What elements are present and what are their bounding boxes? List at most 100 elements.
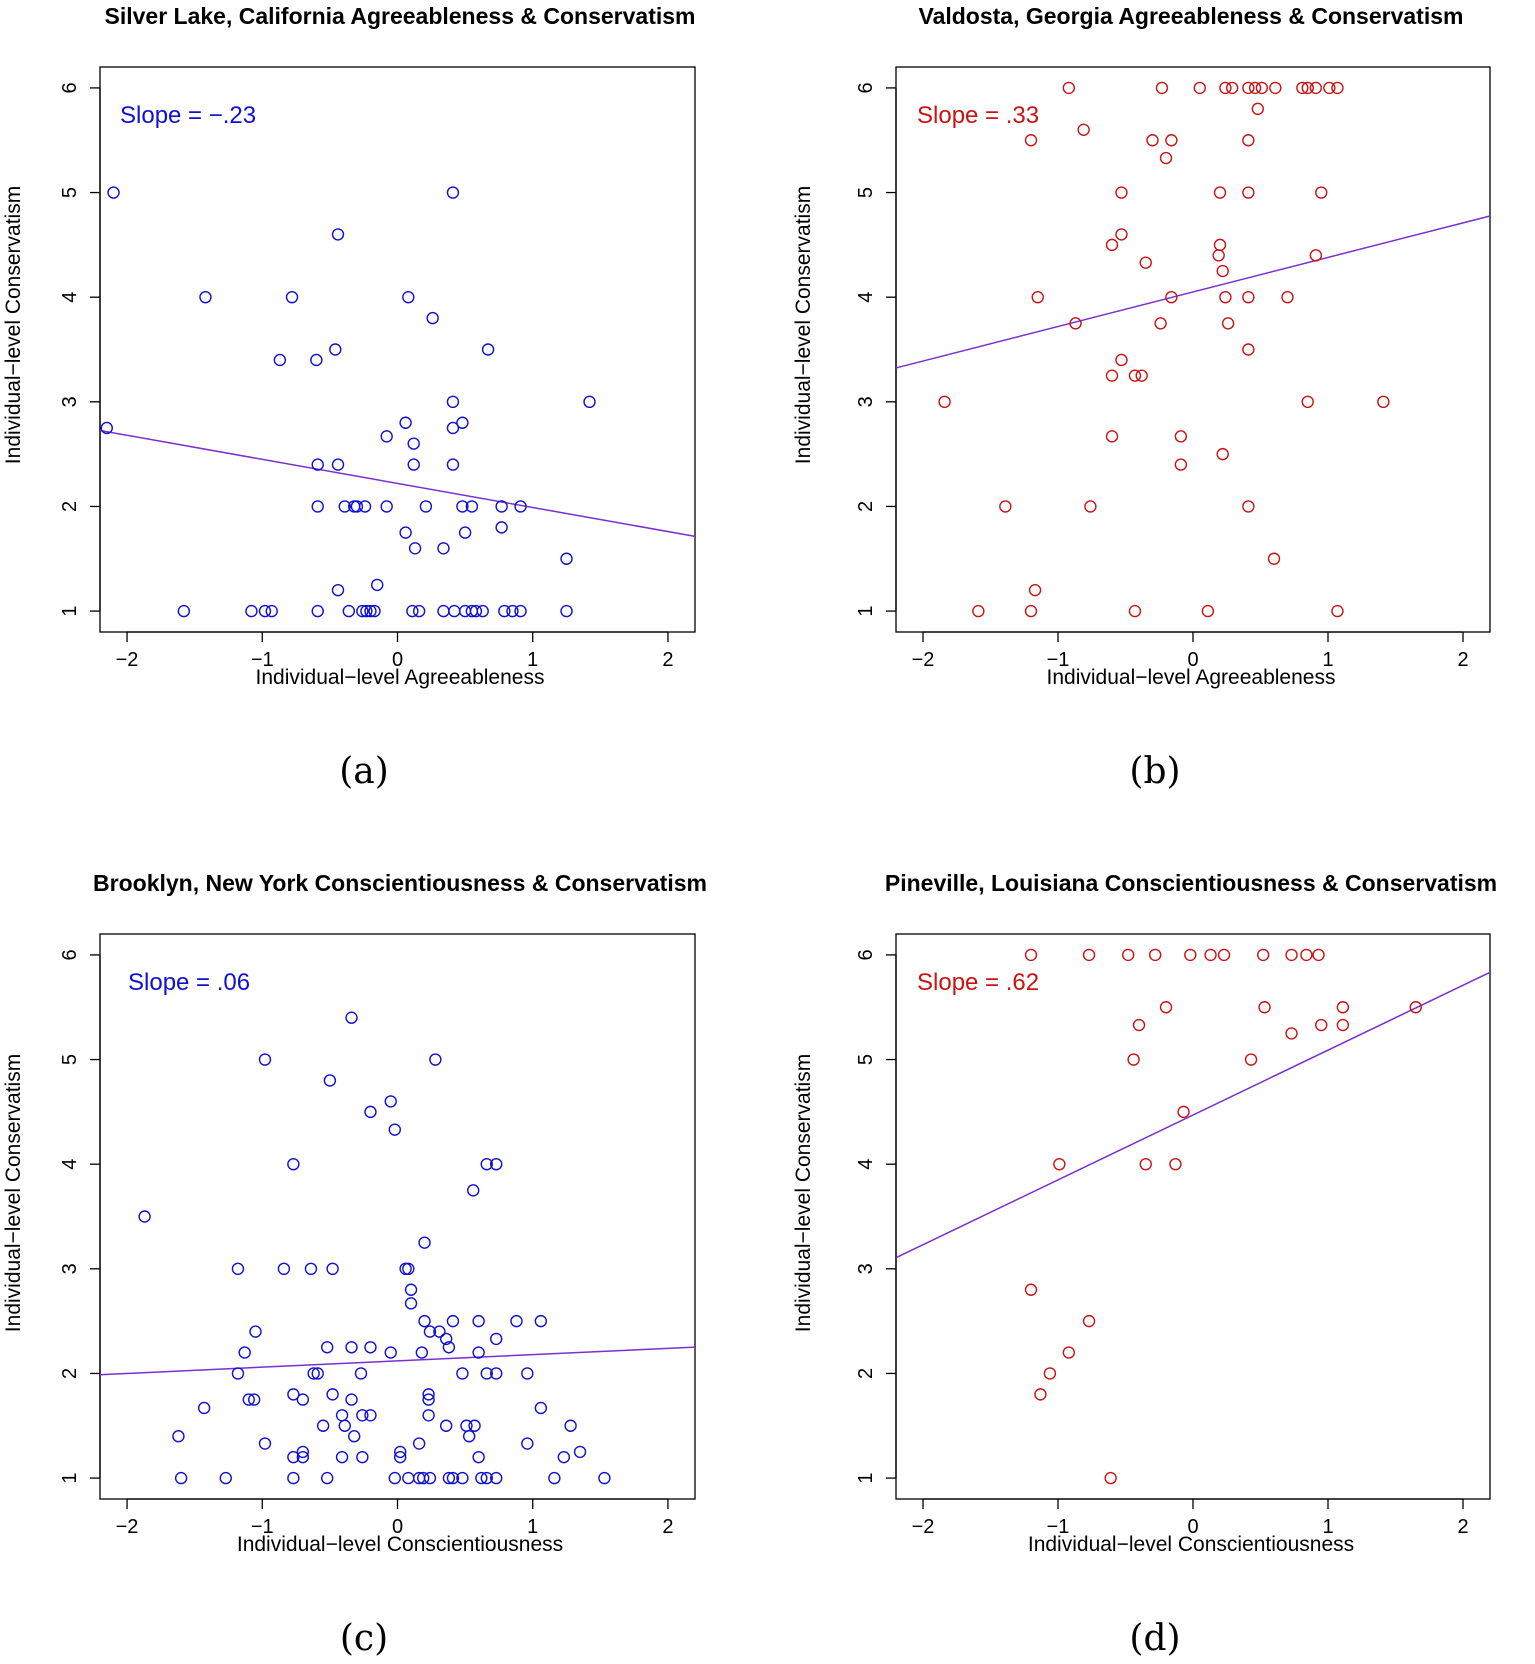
panel-b-data-point bbox=[1255, 81, 1269, 95]
panel-a-data-point bbox=[458, 526, 472, 539]
panel-c: Brooklyn, New York Conscientiousness & C… bbox=[2, 870, 707, 1659]
panel-a-y-tick-label: 6 bbox=[59, 82, 81, 93]
panel-d-x-axis: −2 −1 0 1 2 bbox=[912, 1498, 1469, 1538]
panel-c-data-point bbox=[247, 1393, 261, 1406]
panel-a-y-tick-label: 4 bbox=[59, 292, 81, 303]
panel-d-y-tick-label: 5 bbox=[855, 1054, 877, 1065]
panel-b-data-point bbox=[1242, 186, 1255, 199]
panel-b-y-tick-label: 1 bbox=[855, 606, 877, 617]
panel-c-data-point bbox=[345, 1393, 358, 1406]
panel-d-data-point bbox=[1132, 1018, 1146, 1032]
panel-b-data-point bbox=[1242, 134, 1255, 147]
panel-d-data-point bbox=[1127, 1053, 1140, 1066]
panel-b-title: Valdosta, Georgia Agreeableness & Conser… bbox=[919, 3, 1464, 29]
panel-b-data-point bbox=[1031, 290, 1044, 304]
panel-c-data-point bbox=[442, 1471, 456, 1485]
panel-c-data-point bbox=[335, 1409, 349, 1422]
panel-a-data-point bbox=[100, 421, 113, 435]
panel-c-data-point bbox=[388, 1471, 401, 1485]
panel-d-data-point bbox=[1043, 1367, 1057, 1380]
panel-c-caption: (c) bbox=[340, 1618, 388, 1659]
panel-c-data-point bbox=[384, 1095, 397, 1108]
panel-c-data-point bbox=[418, 1236, 431, 1249]
panel-c-data-point bbox=[197, 1401, 211, 1415]
panel-d-data-point bbox=[1285, 948, 1298, 962]
panel-c-data-point bbox=[467, 1184, 480, 1197]
panel-a-data-point bbox=[446, 186, 460, 199]
panel-c-data-point bbox=[402, 1262, 415, 1276]
panel-d-plot-frame bbox=[895, 933, 1491, 1500]
panel-a-data-point bbox=[338, 500, 351, 513]
panel-b-data-point bbox=[1024, 134, 1038, 147]
panel-b-data-point bbox=[1242, 81, 1255, 95]
panel-a-data-point bbox=[331, 583, 345, 597]
panel-a-data-point bbox=[342, 604, 356, 618]
panel-b-data-point bbox=[1028, 583, 1042, 597]
panel-c-data-point bbox=[490, 1471, 503, 1485]
panel-a-data-point bbox=[399, 416, 412, 429]
panel-b-data-point bbox=[1213, 238, 1227, 252]
panel-c-data-point bbox=[338, 1419, 351, 1432]
panel-b-y-tick-label: 2 bbox=[855, 501, 877, 512]
panel-a-data-point bbox=[199, 290, 212, 304]
panel-b-data-point bbox=[1115, 186, 1128, 199]
panel-a-data-point bbox=[177, 604, 191, 618]
panel-c-data-point bbox=[433, 1325, 446, 1338]
panel-c-data-point bbox=[304, 1262, 318, 1276]
panel-a-data-point bbox=[419, 500, 433, 513]
panel-a-data-point bbox=[360, 604, 373, 618]
panel-c-data-point bbox=[423, 1471, 437, 1485]
panel-c-data-point bbox=[521, 1437, 534, 1450]
panel-c-data-point bbox=[384, 1346, 397, 1359]
panel-a-data-point bbox=[446, 395, 460, 409]
panel-c-points bbox=[138, 1011, 611, 1485]
panel-b-data-point bbox=[1105, 430, 1119, 443]
panel-c-data-point bbox=[534, 1401, 548, 1415]
panel-a-x-tick-label: 1 bbox=[527, 649, 538, 671]
panel-c-x-tick-label: −1 bbox=[251, 1516, 274, 1538]
panel-b-data-point bbox=[1221, 317, 1235, 330]
panel-b-data-point bbox=[1024, 604, 1038, 618]
panel-d-data-point bbox=[1024, 948, 1038, 962]
panel-c-data-point bbox=[472, 1346, 485, 1359]
panel-c-data-point bbox=[345, 1011, 358, 1024]
panel-c-data-point bbox=[573, 1445, 587, 1459]
panel-c-data-point bbox=[456, 1367, 469, 1380]
panel-c-data-point bbox=[439, 1419, 453, 1432]
panel-c-data-point bbox=[138, 1210, 151, 1223]
panel-a-data-point bbox=[498, 604, 511, 618]
panel-b-data-point bbox=[1251, 102, 1265, 116]
panel-b-data-point bbox=[1165, 134, 1178, 147]
panel-b-data-point bbox=[1242, 343, 1255, 356]
panel-c-data-point bbox=[442, 1341, 456, 1354]
panel-b-data-point bbox=[1128, 369, 1142, 382]
panel-a-data-point bbox=[245, 604, 258, 618]
panel-c-data-point bbox=[219, 1471, 232, 1485]
panel-c-data-point bbox=[456, 1471, 469, 1485]
panel-b-fit-line bbox=[895, 215, 1491, 369]
panel-c-data-point bbox=[490, 1332, 503, 1346]
panel-c-data-point bbox=[402, 1471, 415, 1485]
panel-b: Valdosta, Georgia Agreeableness & Conser… bbox=[792, 3, 1491, 792]
panel-a-x-axis: −2 −1 0 1 2 bbox=[116, 631, 674, 671]
panel-c-data-point bbox=[287, 1388, 300, 1401]
panel-a-data-point bbox=[285, 290, 299, 304]
panel-d-data-point bbox=[1258, 1001, 1271, 1014]
panel-c-x-tick-label: −2 bbox=[116, 1516, 139, 1538]
panel-c-data-point bbox=[415, 1346, 429, 1359]
panel-c-fit-line bbox=[99, 1346, 696, 1376]
panel-d-data-point bbox=[1244, 1053, 1258, 1066]
panel-a-points bbox=[100, 186, 596, 618]
panel-a-data-point bbox=[495, 500, 508, 513]
panel-d-data-point bbox=[1336, 1018, 1350, 1032]
panel-d-data-point bbox=[1184, 948, 1197, 962]
panel-c-data-point bbox=[356, 1409, 369, 1422]
panel-c-data-point bbox=[439, 1332, 453, 1346]
panel-a: Silver Lake, California Agreeableness & … bbox=[2, 3, 696, 792]
panel-b-x-axis: −2 −1 0 1 2 bbox=[912, 631, 1469, 671]
panel-a-y-tick-label: 2 bbox=[59, 501, 81, 512]
panel-b-data-point bbox=[1213, 186, 1227, 199]
panel-c-data-point bbox=[598, 1471, 611, 1485]
panel-d-data-point bbox=[1148, 948, 1162, 962]
panel-c-data-point bbox=[326, 1388, 339, 1401]
